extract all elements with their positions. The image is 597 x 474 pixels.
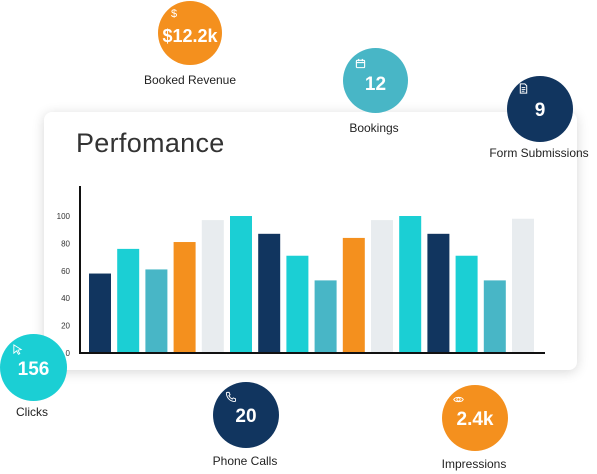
phone-icon — [225, 391, 236, 402]
cursor-icon — [13, 344, 23, 355]
impressions-label: Impressions — [441, 457, 507, 471]
form-submissions-value: 9 — [534, 100, 546, 121]
y-tick-label: 0 — [66, 349, 71, 358]
y-tick-label: 80 — [61, 239, 70, 248]
form-submissions-label: Form Submissions — [489, 146, 589, 160]
booked-revenue-label: Booked Revenue — [143, 73, 237, 87]
clicks-label: Clicks — [16, 405, 48, 419]
chart-bar — [173, 242, 196, 353]
phone-calls-label: Phone Calls — [212, 454, 278, 468]
eye-icon — [453, 396, 464, 403]
phone-calls-circle: 20 — [213, 382, 279, 448]
chart-bar — [117, 248, 140, 353]
form-submissions-circle: 9 — [507, 76, 573, 142]
y-tick-label: 40 — [61, 294, 70, 303]
chart-bar — [145, 269, 168, 353]
chart-bar — [342, 237, 365, 353]
phone-calls-value: 20 — [235, 406, 257, 427]
chart-bar — [258, 233, 281, 353]
booked-revenue-circle: $ $12.2k — [158, 1, 222, 65]
impressions-circle: 2.4k — [442, 385, 508, 451]
calendar-icon — [355, 58, 366, 69]
chart-bar — [399, 216, 422, 353]
bookings-label: Bookings — [349, 121, 399, 135]
chart-bar — [230, 216, 252, 353]
y-tick-label: 60 — [61, 267, 70, 276]
chart-bar — [512, 218, 534, 353]
y-tick-label: 20 — [61, 322, 70, 331]
chart-bar — [371, 220, 393, 353]
chart-bar — [314, 280, 337, 353]
booked-revenue-value: $12.2k — [162, 26, 218, 46]
bookings-value: 12 — [364, 74, 387, 95]
clicks-circle: 156 — [0, 334, 67, 401]
chart-bar — [427, 233, 450, 353]
y-tick-label: 100 — [57, 212, 71, 221]
impressions-value: 2.4k — [456, 409, 494, 430]
dollar-icon: $ — [171, 8, 178, 20]
clicks-value: 156 — [17, 358, 50, 380]
chart-bar — [201, 220, 224, 353]
bookings-circle: 12 — [343, 48, 408, 113]
document-icon — [519, 83, 528, 94]
card-title: Perfomance — [76, 128, 225, 158]
chart-bar — [455, 255, 478, 353]
chart-bar — [286, 255, 309, 353]
chart-bar — [483, 280, 506, 353]
chart-bar — [89, 273, 111, 353]
